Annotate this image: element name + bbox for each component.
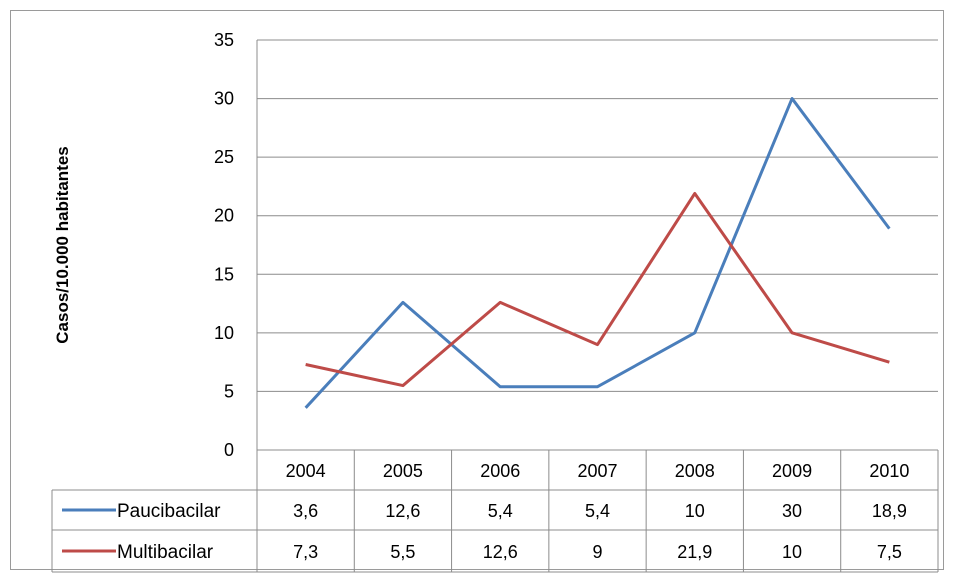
data-table-value: 12,6 [385, 501, 420, 521]
y-tick-label: 25 [214, 147, 234, 167]
y-tick-label: 20 [214, 206, 234, 226]
y-axis-ticks: 0 5 10 15 20 25 30 35 [214, 30, 234, 460]
x-category-label: 2005 [383, 461, 423, 481]
y-tick-label: 5 [224, 381, 234, 401]
data-table-value: 5,4 [488, 501, 513, 521]
data-table-value: 21,9 [677, 542, 712, 562]
data-table-value: 3,6 [293, 501, 318, 521]
x-category-label: 2009 [772, 461, 812, 481]
data-table-value: 7,3 [293, 542, 318, 562]
data-table-value: 10 [685, 501, 705, 521]
series-line-paucibacilar [304, 97, 891, 409]
x-category-label: 2008 [675, 461, 715, 481]
y-tick-label: 35 [214, 30, 234, 50]
x-category-label: 2004 [286, 461, 326, 481]
y-tick-label: 30 [214, 89, 234, 109]
data-table-value: 12,6 [483, 542, 518, 562]
legend-label-paucibacilar: Paucibacilar [117, 501, 221, 522]
data-table: 2004 2005 2006 2007 2008 2009 2010 Paucibacilar… [51, 449, 939, 573]
series-line-multibacilar [305, 191, 890, 388]
y-tick-label: 10 [214, 323, 234, 343]
series-lines [304, 97, 891, 409]
data-table-value: 18,9 [872, 501, 907, 521]
y-tick-label: 15 [214, 264, 234, 284]
x-category-label: 2010 [869, 461, 909, 481]
x-category-label: 2006 [480, 461, 520, 481]
data-table-value: 5,5 [390, 542, 415, 562]
data-table-value: 9 [592, 542, 602, 562]
data-table-value: 5,4 [585, 501, 610, 521]
data-table-value: 10 [782, 542, 802, 562]
data-table-value: 7,5 [877, 542, 902, 562]
x-category-label: 2007 [577, 461, 617, 481]
legend-label-multibacilar: Multibacilar [117, 542, 214, 563]
gridlines [256, 39, 938, 572]
y-tick-label: 0 [224, 440, 234, 460]
y-axis-label: Casos/10.000 habitantes [53, 146, 72, 343]
chart-frame [10, 10, 944, 570]
data-table-value: 30 [782, 501, 802, 521]
